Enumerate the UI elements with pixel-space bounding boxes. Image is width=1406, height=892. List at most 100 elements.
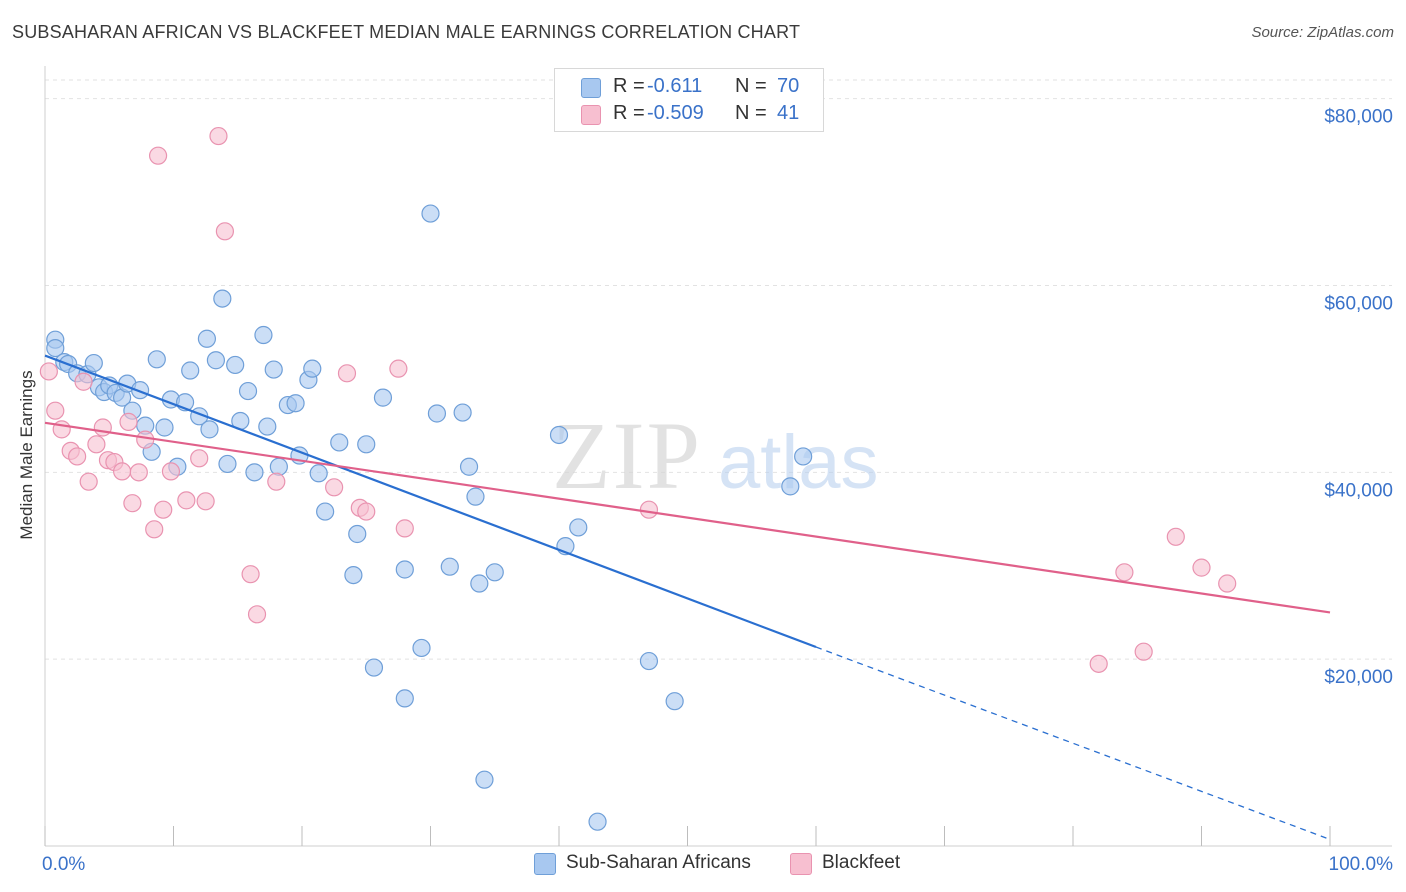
legend-label-subsaharan: Sub-Saharan Africans <box>566 852 751 873</box>
point-subsaharan <box>206 351 226 370</box>
point-subsaharan <box>639 651 659 671</box>
y-axis-label: Median Male Earnings <box>17 370 36 539</box>
point-blackfeet <box>79 472 98 491</box>
point-blackfeet <box>177 491 196 510</box>
point-subsaharan <box>421 204 440 223</box>
point-subsaharan <box>440 557 459 576</box>
x-tick-label-min: 0.0% <box>42 854 85 875</box>
point-subsaharan <box>309 464 328 483</box>
point-subsaharan <box>181 361 200 380</box>
point-subsaharan <box>395 689 414 708</box>
point-blackfeet <box>337 364 357 383</box>
legend-n-value: 41 <box>777 102 800 124</box>
points-layer <box>39 126 1237 831</box>
point-subsaharan <box>303 359 322 378</box>
point-blackfeet <box>68 447 87 466</box>
point-subsaharan <box>485 563 504 582</box>
point-subsaharan <box>254 325 273 345</box>
point-blackfeet <box>389 359 408 378</box>
trend-layer <box>44 354 1331 841</box>
point-blackfeet <box>325 478 344 497</box>
point-subsaharan <box>569 518 588 537</box>
point-subsaharan <box>286 394 305 413</box>
point-blackfeet <box>215 222 234 241</box>
trend-line-subsaharan <box>44 354 817 649</box>
point-subsaharan <box>344 565 363 585</box>
point-subsaharan <box>427 404 447 423</box>
point-blackfeet <box>123 494 142 513</box>
point-blackfeet <box>247 605 267 624</box>
point-blackfeet <box>39 362 58 381</box>
axes-layer: $20,000 $40,000 $60,000 $80,000 0.0% 100.0% <box>42 66 1393 875</box>
source-label: Source: ZipAtlas.com <box>1251 24 1394 41</box>
point-subsaharan <box>84 353 103 373</box>
point-subsaharan <box>316 502 335 521</box>
point-blackfeet <box>87 435 106 454</box>
point-subsaharan <box>373 388 393 407</box>
point-subsaharan <box>330 433 349 452</box>
y-tick-label: $20,000 <box>1324 667 1393 688</box>
point-blackfeet <box>119 412 138 431</box>
y-tick-label: $40,000 <box>1324 480 1393 501</box>
point-blackfeet <box>145 520 164 539</box>
y-tick-label: $80,000 <box>1324 107 1393 128</box>
legend-n-label: N = <box>735 75 767 97</box>
legend-swatch-pink <box>581 105 601 125</box>
point-blackfeet <box>209 126 228 146</box>
point-subsaharan <box>130 381 150 400</box>
point-subsaharan <box>357 435 376 454</box>
point-blackfeet <box>1192 558 1211 577</box>
point-subsaharan <box>200 420 219 439</box>
point-subsaharan <box>46 339 65 358</box>
point-subsaharan <box>412 638 431 658</box>
trend-line-subsaharan-extension <box>815 646 1331 841</box>
point-subsaharan <box>264 360 283 379</box>
point-blackfeet <box>1166 527 1185 546</box>
point-blackfeet <box>1134 642 1153 661</box>
point-blackfeet <box>74 372 93 391</box>
point-subsaharan <box>794 447 813 466</box>
point-subsaharan <box>258 417 277 436</box>
y-tick-label: $60,000 <box>1324 294 1393 315</box>
point-subsaharan <box>155 418 174 437</box>
watermark-zip: ZIP <box>552 402 702 509</box>
point-blackfeet <box>639 500 659 519</box>
point-blackfeet <box>267 472 286 491</box>
point-blackfeet <box>357 502 376 521</box>
point-blackfeet <box>46 401 65 420</box>
point-blackfeet <box>1218 574 1237 593</box>
legend-r-label: R = <box>613 102 645 124</box>
point-blackfeet <box>1089 654 1108 673</box>
legend-swatch-blue <box>581 78 601 98</box>
point-blackfeet <box>136 430 155 449</box>
point-subsaharan <box>549 425 569 445</box>
point-subsaharan <box>245 463 264 482</box>
point-subsaharan <box>588 812 607 831</box>
point-blackfeet <box>1115 563 1134 582</box>
point-subsaharan <box>226 355 245 375</box>
legend-swatch-pink <box>790 853 812 875</box>
legend-row-subsaharan: R = -0.611 N = 70 <box>555 73 823 101</box>
legend-r-value: -0.509 <box>647 102 704 124</box>
legend-swatch-blue <box>534 853 556 875</box>
point-subsaharan <box>466 487 485 506</box>
legend-label-blackfeet: Blackfeet <box>822 852 901 873</box>
point-subsaharan <box>665 692 684 711</box>
point-subsaharan <box>781 477 800 496</box>
chart-title: SUBSAHARAN AFRICAN VS BLACKFEET MEDIAN M… <box>12 22 801 42</box>
legend-row-blackfeet: R = -0.509 N = 41 <box>555 100 823 128</box>
point-subsaharan <box>269 457 288 476</box>
x-tick-label-max: 100.0% <box>1329 854 1394 875</box>
point-blackfeet <box>241 565 260 584</box>
trend-line-blackfeet <box>44 421 1331 614</box>
point-subsaharan <box>475 770 494 789</box>
watermark: ZIP atlas <box>552 402 879 509</box>
point-subsaharan <box>395 560 414 579</box>
point-blackfeet <box>129 463 148 482</box>
legend-n-label: N = <box>735 102 767 124</box>
correlation-legend: R = -0.611 N = 70 R = -0.509 N = 41 <box>554 68 824 132</box>
legend-n-value: 70 <box>777 75 800 97</box>
point-subsaharan <box>364 658 384 677</box>
point-subsaharan <box>147 350 166 369</box>
